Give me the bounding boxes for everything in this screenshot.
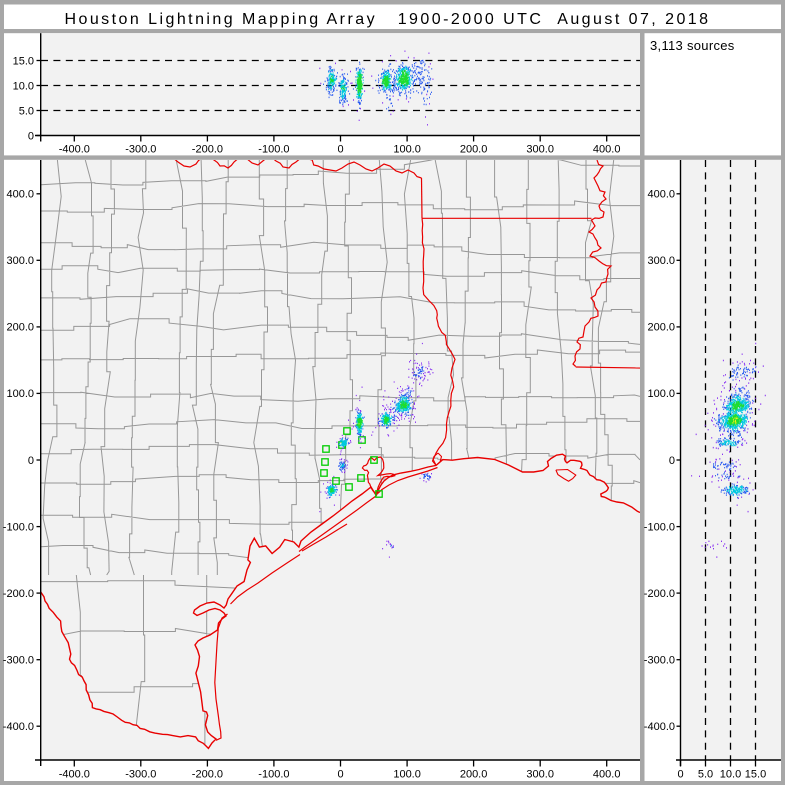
svg-text:400.0: 400.0: [6, 189, 34, 201]
svg-text:300.0: 300.0: [647, 255, 675, 267]
svg-text:-400.0: -400.0: [59, 769, 90, 781]
svg-text:5.0: 5.0: [698, 769, 713, 781]
svg-text:300.0: 300.0: [526, 769, 554, 781]
svg-text:-300.0: -300.0: [3, 655, 34, 667]
svg-text:10.0: 10.0: [720, 769, 741, 781]
svg-text:Houston Lightning Mapping Arra: Houston Lightning Mapping Array 1900-200…: [64, 11, 710, 28]
svg-text:-100.0: -100.0: [3, 521, 34, 533]
svg-text:200.0: 200.0: [647, 322, 675, 334]
svg-text:100.0: 100.0: [647, 388, 675, 400]
svg-text:-400.0: -400.0: [59, 144, 90, 156]
svg-text:0: 0: [28, 130, 34, 142]
svg-text:-100.0: -100.0: [258, 144, 289, 156]
svg-text:-200.0: -200.0: [644, 588, 675, 600]
svg-text:5.0: 5.0: [19, 105, 34, 117]
svg-text:-300.0: -300.0: [125, 769, 156, 781]
svg-text:-100.0: -100.0: [258, 769, 289, 781]
svg-text:0: 0: [28, 455, 34, 467]
svg-text:-200.0: -200.0: [192, 144, 223, 156]
svg-text:-200.0: -200.0: [3, 588, 34, 600]
svg-text:300.0: 300.0: [6, 255, 34, 267]
svg-text:300.0: 300.0: [526, 144, 554, 156]
svg-text:0: 0: [677, 769, 683, 781]
svg-text:400.0: 400.0: [647, 189, 675, 201]
svg-text:100.0: 100.0: [393, 144, 421, 156]
svg-text:-300.0: -300.0: [644, 655, 675, 667]
svg-text:10.0: 10.0: [13, 80, 34, 92]
svg-text:3,113 sources: 3,113 sources: [650, 38, 735, 53]
svg-text:200.0: 200.0: [6, 322, 34, 334]
svg-text:-400.0: -400.0: [3, 721, 34, 733]
svg-text:100.0: 100.0: [6, 388, 34, 400]
svg-text:0: 0: [669, 455, 675, 467]
svg-text:100.0: 100.0: [393, 769, 421, 781]
svg-text:0: 0: [337, 144, 343, 156]
svg-text:0: 0: [337, 769, 343, 781]
svg-text:15.0: 15.0: [13, 55, 34, 67]
svg-text:200.0: 200.0: [460, 144, 488, 156]
svg-text:-200.0: -200.0: [192, 769, 223, 781]
svg-text:-100.0: -100.0: [644, 521, 675, 533]
svg-text:200.0: 200.0: [460, 769, 488, 781]
svg-text:-400.0: -400.0: [644, 721, 675, 733]
svg-text:15.0: 15.0: [745, 769, 766, 781]
svg-text:400.0: 400.0: [593, 769, 621, 781]
svg-text:400.0: 400.0: [593, 144, 621, 156]
svg-text:-300.0: -300.0: [125, 144, 156, 156]
